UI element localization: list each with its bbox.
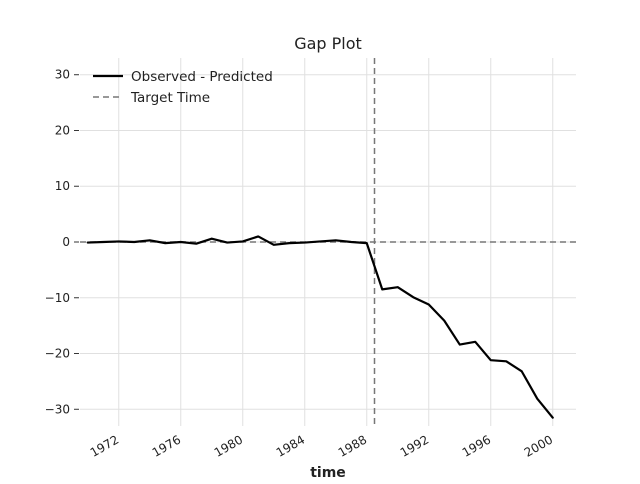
legend-label-target-time: Target Time bbox=[130, 90, 210, 106]
x-tick-label: 1988 bbox=[336, 432, 369, 459]
y-tick-label: 0 bbox=[62, 235, 70, 249]
x-tick-label: 1980 bbox=[212, 432, 245, 459]
x-tick-label: 1976 bbox=[150, 432, 183, 459]
x-tick-label: 1984 bbox=[274, 432, 307, 459]
y-tick-label: 20 bbox=[55, 123, 70, 137]
y-tick-label: 10 bbox=[55, 179, 70, 193]
x-tick-label: 1996 bbox=[460, 432, 493, 459]
legend: Observed - Predicted Target Time bbox=[93, 69, 273, 106]
x-tick-label: 1992 bbox=[398, 432, 431, 459]
x-tick-label: 2000 bbox=[522, 432, 555, 459]
x-axis-label: time bbox=[310, 465, 346, 480]
y-tick-label: −10 bbox=[45, 291, 70, 305]
y-tick-label: 30 bbox=[55, 68, 70, 82]
chart-title: Gap Plot bbox=[294, 34, 362, 53]
x-tick-label: 1972 bbox=[88, 432, 121, 459]
y-tick-label: −20 bbox=[45, 347, 70, 361]
legend-label-observed-predicted: Observed - Predicted bbox=[131, 69, 273, 85]
y-axis-ticks: 30 20 10 0 −10 −20 −30 bbox=[45, 68, 79, 416]
x-axis-ticks: 1972 1976 1980 1984 1988 1992 1996 2000 bbox=[88, 432, 555, 459]
series-line-observed-predicted bbox=[86, 235, 554, 419]
series-lines bbox=[86, 235, 554, 419]
y-tick-label: −30 bbox=[45, 402, 70, 416]
